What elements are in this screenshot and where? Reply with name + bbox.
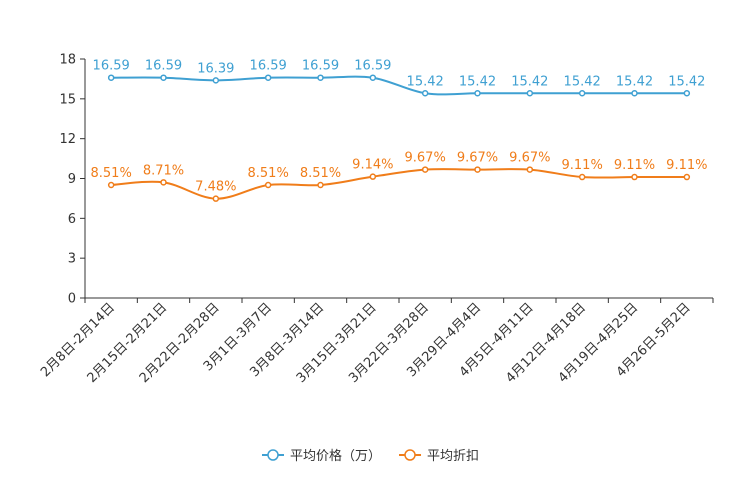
data-point[interactable]	[526, 166, 534, 173]
data-point[interactable]	[631, 173, 638, 181]
data-label: 16.59	[250, 59, 287, 74]
data-label: 8.51%	[300, 166, 341, 181]
data-point[interactable]	[107, 181, 115, 189]
data-point[interactable]	[369, 173, 377, 180]
data-label: 9.67%	[457, 151, 498, 166]
data-label: 16.59	[145, 59, 182, 74]
data-point[interactable]	[683, 90, 691, 97]
data-point[interactable]	[421, 90, 429, 97]
data-label: 9.14%	[352, 158, 393, 173]
data-point[interactable]	[578, 173, 586, 181]
data-point[interactable]	[526, 90, 534, 97]
data-label: 9.67%	[405, 151, 446, 166]
y-tick-label: 9	[68, 172, 76, 187]
series-average-discount: 8.51% 8.71% 7.48% 8.51% 8.51% 9.14% 9.67% 9.67%…	[91, 151, 707, 202]
data-point[interactable]	[212, 195, 220, 202]
data-point[interactable]	[317, 74, 324, 81]
data-label: 16.59	[354, 59, 391, 74]
data-point[interactable]	[317, 181, 324, 189]
y-tick-label: 15	[59, 92, 76, 107]
data-point[interactable]	[369, 74, 377, 81]
data-point[interactable]	[421, 166, 429, 173]
data-label: 15.42	[564, 74, 601, 89]
data-label: 15.42	[668, 74, 705, 89]
legend-marker-icon	[267, 449, 279, 461]
data-label: 16.59	[93, 59, 130, 74]
y-tick-label: 18	[59, 53, 76, 68]
data-label: 15.42	[459, 74, 496, 89]
legend-label: 平均折扣	[427, 449, 479, 464]
legend-item-average-discount[interactable]: 平均折扣	[399, 449, 479, 464]
data-label: 8.71%	[143, 163, 184, 178]
legend-marker-icon	[404, 449, 416, 461]
data-point[interactable]	[631, 90, 638, 97]
data-label: 7.48%	[195, 180, 236, 195]
data-point[interactable]	[212, 77, 220, 84]
y-tick-label: 0	[68, 292, 76, 307]
series-line	[111, 75, 687, 96]
data-point[interactable]	[264, 74, 272, 81]
series-line	[111, 168, 687, 200]
data-point[interactable]	[578, 90, 586, 97]
data-point[interactable]	[107, 74, 115, 81]
y-tick-label: 6	[68, 212, 76, 227]
data-point[interactable]	[264, 181, 272, 189]
data-label: 9.67%	[509, 151, 550, 166]
data-label: 8.51%	[91, 166, 132, 181]
data-label: 9.11%	[562, 158, 603, 173]
y-tick-label: 3	[68, 252, 76, 267]
y-tick-label: 12	[59, 132, 76, 147]
series-layer: 16.59 16.59 16.39 16.59 16.59 16.59 15.42 15.42…	[91, 59, 707, 202]
axes: 03691215182月8日-2月14日2月15日-2月21日2月22日-2月2…	[38, 53, 714, 386]
data-label: 9.11%	[614, 158, 655, 173]
data-label: 15.42	[511, 74, 548, 89]
data-label: 15.42	[616, 74, 653, 89]
data-point[interactable]	[474, 166, 481, 173]
series-average-price: 16.59 16.59 16.39 16.59 16.59 16.59 15.42 15.42…	[93, 59, 705, 97]
data-point[interactable]	[474, 90, 481, 97]
data-point[interactable]	[160, 74, 167, 81]
data-label: 15.42	[407, 74, 444, 89]
data-point[interactable]	[683, 173, 691, 181]
legend-label: 平均价格（万）	[290, 448, 381, 464]
legend: 平均价格（万） 平均折扣	[262, 448, 479, 464]
data-label: 9.11%	[666, 158, 707, 173]
legend-item-average-price[interactable]: 平均价格（万）	[262, 448, 381, 464]
data-point[interactable]	[160, 179, 167, 186]
data-label: 16.39	[197, 61, 234, 76]
data-label: 16.59	[302, 59, 339, 74]
data-label: 8.51%	[248, 166, 289, 181]
